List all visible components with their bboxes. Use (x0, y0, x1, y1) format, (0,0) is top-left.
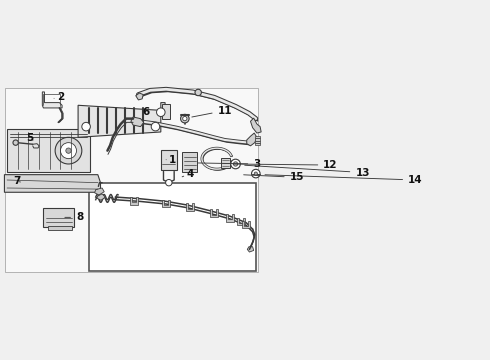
Text: 8: 8 (65, 212, 83, 222)
Text: 11: 11 (192, 105, 232, 117)
Polygon shape (242, 221, 250, 228)
Circle shape (183, 117, 187, 121)
Circle shape (181, 114, 189, 123)
Polygon shape (247, 247, 254, 252)
Bar (255, 138, 260, 140)
Text: 12: 12 (233, 160, 338, 170)
Text: 13: 13 (245, 165, 370, 177)
Circle shape (66, 148, 71, 153)
Text: 9: 9 (0, 359, 1, 360)
Text: 7: 7 (13, 176, 21, 186)
Polygon shape (226, 214, 235, 222)
Text: 4: 4 (182, 168, 194, 179)
Text: 2: 2 (54, 92, 64, 102)
Polygon shape (136, 93, 143, 100)
Polygon shape (250, 118, 261, 133)
Bar (255, 143, 260, 145)
Text: 6: 6 (140, 107, 149, 118)
Text: 15: 15 (244, 172, 304, 182)
Polygon shape (247, 133, 257, 146)
Polygon shape (130, 197, 138, 204)
Polygon shape (237, 218, 245, 225)
Polygon shape (186, 203, 195, 211)
Circle shape (251, 169, 260, 178)
Text: 14: 14 (265, 175, 423, 185)
Circle shape (156, 108, 165, 117)
Bar (89, 183, 256, 271)
Bar (44, 208, 74, 227)
Bar (162, 104, 170, 118)
Text: 10: 10 (0, 359, 1, 360)
Circle shape (254, 172, 257, 175)
Polygon shape (131, 117, 144, 127)
Bar (48, 226, 72, 230)
Circle shape (195, 89, 201, 96)
Bar (161, 150, 177, 170)
Circle shape (233, 162, 238, 166)
Circle shape (13, 140, 18, 145)
Bar (220, 158, 230, 168)
Circle shape (60, 143, 76, 159)
Polygon shape (4, 175, 100, 192)
Polygon shape (210, 210, 219, 217)
Circle shape (166, 180, 172, 186)
Text: 3: 3 (198, 159, 261, 169)
Polygon shape (162, 200, 171, 207)
Bar (255, 140, 260, 143)
Text: 1: 1 (166, 155, 176, 165)
Circle shape (82, 122, 90, 131)
Polygon shape (42, 92, 62, 108)
Bar (255, 136, 260, 138)
Polygon shape (7, 129, 90, 172)
Polygon shape (95, 188, 104, 195)
Polygon shape (97, 194, 105, 200)
Text: 5: 5 (26, 133, 34, 143)
Polygon shape (78, 103, 165, 137)
Circle shape (151, 122, 160, 131)
Circle shape (231, 159, 240, 169)
Circle shape (55, 137, 82, 164)
Bar (182, 152, 197, 172)
